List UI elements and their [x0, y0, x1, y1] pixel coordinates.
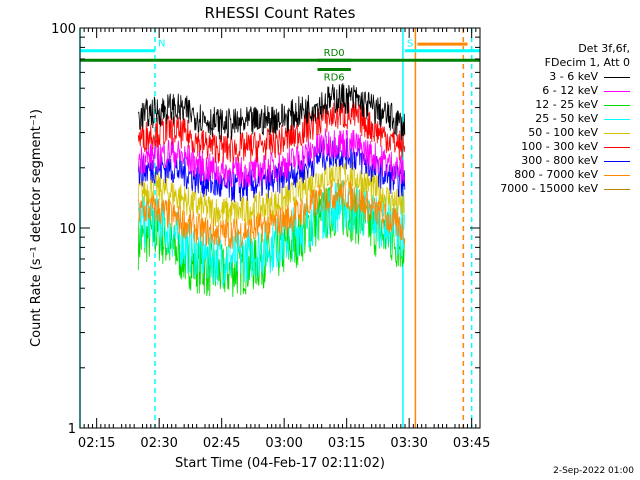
series-line [137, 179, 406, 249]
legend-item: 300 - 800 keV [478, 154, 630, 168]
y-tick-label: 10 [59, 222, 76, 237]
state-bars: N S RD0 RD6 [80, 39, 480, 84]
footer-timestamp: 2-Sep-2022 01:00 [553, 466, 634, 476]
legend-item: 50 - 100 keV [478, 126, 630, 140]
legend-item: 12 - 25 keV [478, 98, 630, 112]
x-tick-label: 03:15 [328, 436, 365, 451]
chart-title: RHESSI Count Rates [205, 4, 356, 22]
legend-item: 7000 - 15000 keV [478, 182, 630, 196]
series-line [137, 179, 406, 287]
legend-label: 3 - 6 keV [549, 70, 598, 83]
state-bar-label: N [158, 39, 165, 50]
legend-swatch [604, 160, 630, 162]
legend-item: 100 - 300 keV [478, 140, 630, 154]
y-axis-label: Count Rate (s⁻¹ detector segment⁻¹) [29, 109, 44, 347]
legend-label: 7000 - 15000 keV [500, 182, 598, 195]
series-line [137, 137, 406, 203]
legend-swatch [604, 118, 630, 120]
legend-label: 300 - 800 keV [521, 154, 598, 167]
series-line [137, 83, 406, 141]
legend: Det 3f,6f, FDecim 1, Att 0 3 - 6 keV 6 - … [478, 42, 630, 196]
x-tick-label: 03:00 [265, 436, 302, 451]
x-axis-ticks: 02:15 02:30 02:45 03:00 03:15 03:30 03:45 [78, 28, 490, 451]
legend-item: 3 - 6 keV [478, 70, 630, 84]
x-tick-label: 02:15 [78, 436, 115, 451]
legend-item: 6 - 12 keV [478, 84, 630, 98]
legend-label: 25 - 50 keV [535, 112, 598, 125]
legend-item: 800 - 7000 keV [478, 168, 630, 182]
series-line [137, 128, 406, 188]
legend-item: 25 - 50 keV [478, 112, 630, 126]
y-tick-label: 100 [51, 22, 76, 37]
legend-label: 50 - 100 keV [528, 126, 598, 139]
y-axis-ticks: 1 10 100 [51, 22, 480, 437]
x-tick-label: 03:45 [453, 436, 490, 451]
y-tick-label: 1 [68, 422, 76, 437]
legend-swatch [604, 76, 630, 78]
legend-swatch [604, 104, 630, 106]
legend-label: 6 - 12 keV [542, 84, 598, 97]
x-tick-label: 02:30 [140, 436, 177, 451]
legend-swatch [604, 188, 630, 190]
series-group [137, 83, 406, 298]
state-bar-label: RD0 [324, 48, 345, 59]
legend-swatch [604, 146, 630, 148]
series-line [137, 99, 406, 164]
series-line [137, 157, 405, 228]
legend-label: 100 - 300 keV [521, 140, 598, 153]
legend-swatch [604, 90, 630, 92]
legend-label: 800 - 7000 keV [514, 168, 598, 181]
x-tick-label: 03:30 [390, 436, 427, 451]
x-axis-label: Start Time (04-Feb-17 02:11:02) [175, 456, 385, 471]
legend-swatch [604, 174, 630, 176]
state-bar-label: RD6 [324, 73, 345, 84]
x-tick-label: 02:45 [203, 436, 240, 451]
legend-header-line-2: FDecim 1, Att 0 [544, 56, 630, 69]
legend-label: 12 - 25 keV [535, 98, 598, 111]
state-bar-label: S [407, 39, 413, 50]
legend-header-line-1: Det 3f,6f, [578, 42, 630, 55]
legend-swatch [604, 132, 630, 134]
